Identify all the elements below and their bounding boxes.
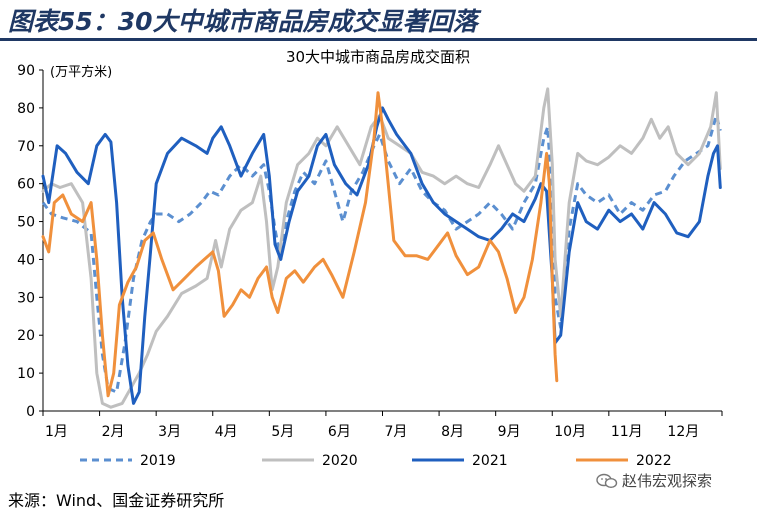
y-tick-label: 40	[17, 252, 35, 268]
x-tick-label: 6月	[328, 424, 351, 440]
axes: 0 10 20 30 40 50 60 70 80 90 1月 2月 3月 4月 5月 6月 7月 8月 9月 10月…	[17, 63, 723, 440]
y-tick-label: 10	[17, 366, 35, 382]
legend-label-2022: 2022	[636, 453, 672, 469]
x-tick-label: 7月	[385, 424, 408, 440]
y-tick-label: 20	[17, 328, 35, 344]
y-tick-label: 0	[26, 404, 35, 420]
title-rule	[0, 38, 757, 41]
x-tick-label: 9月	[498, 424, 521, 440]
y-axis-label: (万平方米)	[50, 64, 112, 80]
watermark: 赵伟宏观探索	[596, 470, 712, 491]
legend-label-2021: 2021	[472, 453, 508, 469]
line-chart: 30大中城市商品房成交面积 (万平方米) 0 10 20 30 40 50 60 70 80 90…	[17, 48, 723, 469]
legend-label-2020: 2020	[322, 453, 358, 469]
x-tick-label: 8月	[441, 424, 464, 440]
series-layer	[41, 87, 722, 409]
x-tick-label: 11月	[611, 424, 643, 440]
x-tick-label: 2月	[102, 424, 125, 440]
series-line-2022	[41, 91, 559, 398]
series-line-2020	[41, 87, 722, 409]
figure-title: 图表55：30大中城市商品房成交显著回落	[8, 7, 478, 36]
watermark-text: 赵伟宏观探索	[622, 472, 713, 490]
series-line-2021	[41, 106, 722, 405]
legend: 2019 2020 2021 2022	[80, 453, 672, 469]
x-tick-label: 10月	[554, 424, 586, 440]
x-tick-label: 12月	[667, 424, 699, 440]
x-tick-label: 3月	[158, 424, 181, 440]
x-tick-label: 4月	[215, 424, 238, 440]
y-tick-label: 60	[17, 177, 35, 193]
legend-label-2019: 2019	[140, 453, 176, 469]
y-tick-label: 30	[17, 290, 35, 306]
y-tick-label: 50	[17, 215, 35, 231]
chart-title: 30大中城市商品房成交面积	[286, 48, 470, 66]
wechat-icon	[596, 473, 618, 489]
y-tick-label: 70	[17, 139, 35, 155]
x-tick-label: 1月	[45, 424, 68, 440]
source-note: 来源：Wind、国金证券研究所	[8, 491, 225, 510]
series-line-2019	[41, 114, 722, 394]
x-tick-label: 5月	[271, 424, 294, 440]
y-tick-label: 90	[17, 63, 35, 79]
y-tick-label: 80	[17, 101, 35, 117]
